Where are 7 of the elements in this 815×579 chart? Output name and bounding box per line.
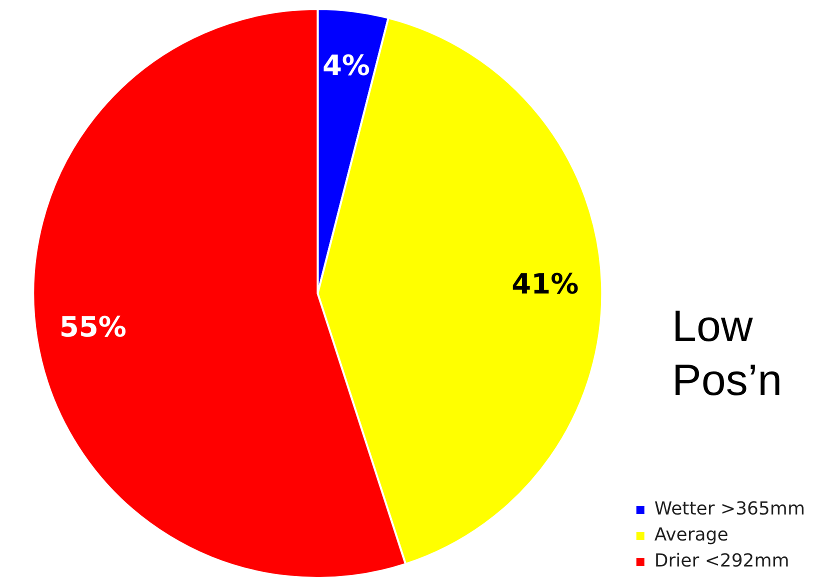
data-label: 4% [322,48,370,82]
text: Low Pos’n [672,301,784,407]
legend-label: Average [654,524,728,546]
legend-label: Wetter >365mm [654,498,806,520]
data-label: 41% [512,268,579,301]
legend-label: Drier <292mm [654,550,790,572]
data-label: 55% [59,310,126,344]
